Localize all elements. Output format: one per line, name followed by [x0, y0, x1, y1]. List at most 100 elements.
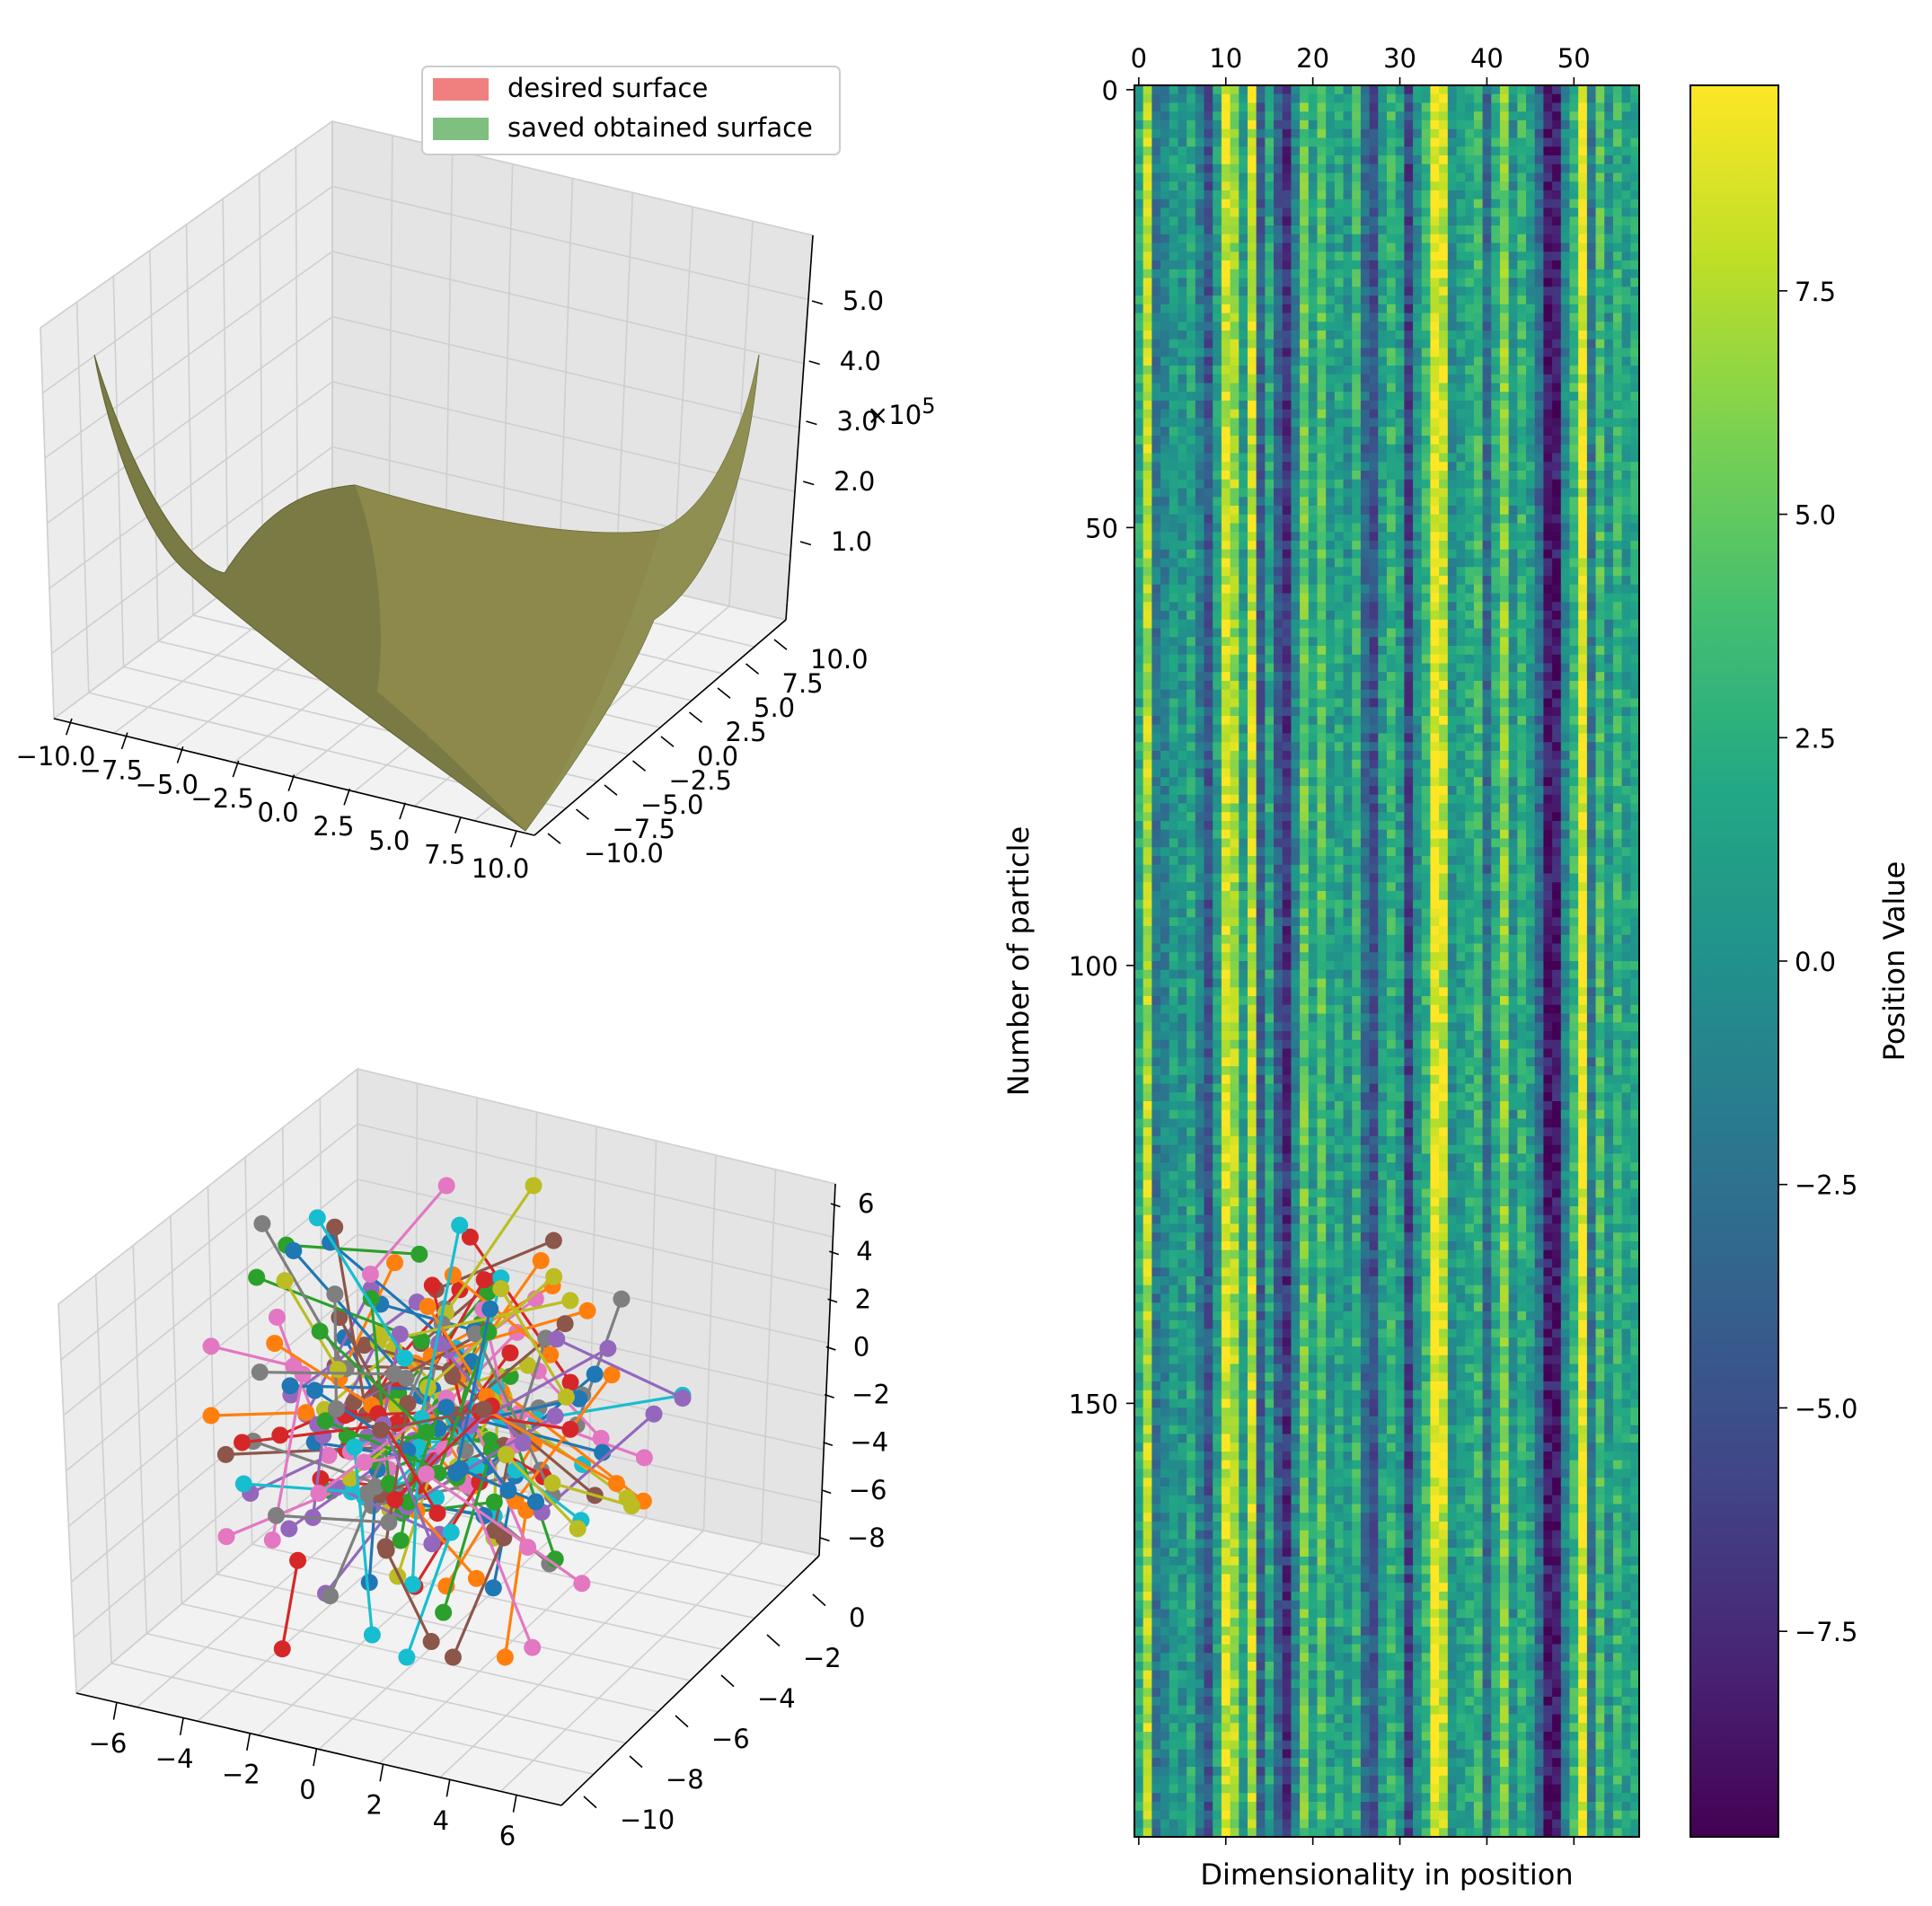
heatmap-cell: [1612, 541, 1623, 551]
heatmap-cell: [1413, 401, 1423, 410]
heatmap-cell: [1508, 409, 1518, 419]
heatmap-cell: [1534, 549, 1545, 560]
heatmap-cell: [1239, 462, 1248, 472]
heatmap-cell: [1604, 497, 1614, 507]
heatmap-cell: [1447, 243, 1458, 252]
heatmap-cell: [1482, 444, 1492, 454]
heatmap-cell: [1465, 128, 1475, 139]
heatmap-cell: [1604, 172, 1614, 182]
heatmap-cell: [1326, 366, 1336, 375]
heatmap-cell: [1308, 418, 1319, 428]
heatmap-cell: [1256, 471, 1266, 481]
heatmap-cell: [1421, 681, 1432, 691]
heatmap-cell: [1499, 558, 1510, 568]
heatmap-cell: [1239, 436, 1248, 446]
heatmap-cell: [1300, 155, 1310, 165]
heatmap-cell: [1517, 85, 1527, 95]
heatmap-cell: [1612, 313, 1623, 322]
heatmap-cell: [1560, 584, 1571, 595]
heatmap-cell: [1569, 401, 1579, 410]
heatmap-cell: [1317, 172, 1327, 182]
heatmap-cell: [1612, 681, 1623, 691]
heatmap-cell: [1247, 190, 1257, 200]
heatmap-cell: [1204, 506, 1213, 516]
heatmap-cell: [1239, 278, 1248, 287]
heatmap-cell: [1134, 392, 1144, 401]
heatmap-cell: [1517, 155, 1527, 165]
heatmap-cell: [1612, 93, 1623, 104]
heatmap-cell: [1300, 663, 1310, 673]
heatmap-cell: [1239, 654, 1248, 665]
heatmap-cell: [1343, 506, 1353, 516]
heatmap-cell: [1482, 619, 1492, 630]
heatmap-cell: [1213, 707, 1222, 717]
heatmap-cell: [1439, 576, 1449, 586]
heatmap-cell: [1230, 409, 1239, 419]
heatmap-cell: [1499, 453, 1510, 463]
heatmap-cell: [1213, 93, 1222, 104]
heatmap-cell: [1387, 278, 1397, 287]
heatmap-cell: [1387, 497, 1397, 507]
heatmap-cell: [1334, 401, 1345, 410]
heatmap-cell: [1142, 207, 1152, 217]
heatmap-cell: [1160, 93, 1170, 104]
heatmap-cell: [1239, 287, 1248, 296]
heatmap-cell: [1421, 172, 1432, 182]
heatmap-cell: [1439, 523, 1449, 533]
heatmap-cell: [1213, 199, 1222, 209]
heatmap-cell: [1247, 260, 1257, 270]
heatmap-cell: [1213, 619, 1222, 630]
heatmap-cell: [1360, 102, 1371, 112]
heatmap-cell: [1317, 102, 1327, 112]
heatmap-cell: [1256, 628, 1266, 638]
heatmap-cell: [1413, 707, 1423, 717]
heatmap-cell: [1404, 120, 1414, 130]
heatmap-cell: [1360, 146, 1371, 156]
heatmap-cell: [1499, 269, 1510, 279]
heatmap-cell: [1569, 567, 1579, 577]
heatmap-cell: [1395, 672, 1405, 682]
heatmap-cell: [1439, 383, 1449, 393]
heatmap-cell: [1439, 453, 1449, 463]
heatmap-cell: [1378, 541, 1388, 551]
heatmap-cell: [1247, 611, 1257, 621]
heatmap-cell: [1456, 619, 1466, 630]
heatmap-cell: [1439, 85, 1449, 95]
heatmap-cell: [1387, 689, 1397, 700]
heatmap-cell: [1395, 646, 1405, 656]
heatmap-cell: [1465, 436, 1475, 446]
heatmap-cell: [1569, 444, 1579, 454]
heatmap-cell: [1491, 181, 1501, 191]
heatmap-cell: [1317, 392, 1327, 401]
heatmap-cell: [1151, 593, 1161, 603]
heatmap-cell: [1151, 506, 1161, 516]
heatmap-cell: [1369, 383, 1379, 393]
heatmap-cell: [1586, 532, 1597, 542]
heatmap-cell: [1169, 251, 1179, 261]
heatmap-cell: [1604, 190, 1614, 200]
heatmap-cell: [1300, 576, 1310, 586]
heatmap-cell: [1265, 409, 1275, 419]
heatmap-cell: [1317, 374, 1327, 384]
heatmap-cell: [1604, 181, 1614, 191]
heatmap-cell: [1378, 357, 1388, 366]
heatmap-cell: [1586, 672, 1597, 682]
heatmap-cell: [1142, 278, 1152, 287]
heatmap-cell: [1447, 611, 1458, 621]
heatmap-cell: [1595, 401, 1605, 410]
heatmap-cell: [1447, 523, 1458, 533]
heatmap-cell: [1369, 93, 1379, 104]
heatmap-cell: [1221, 558, 1231, 568]
heatmap-cell: [1369, 296, 1379, 305]
heatmap-cell: [1343, 514, 1353, 525]
heatmap-cell: [1569, 216, 1579, 226]
heatmap-cell: [1326, 172, 1336, 182]
heatmap-cell: [1421, 593, 1432, 603]
heatmap-cell: [1560, 155, 1571, 165]
heatmap-cell: [1569, 663, 1579, 673]
heatmap-cell: [1195, 383, 1205, 393]
heatmap-cell: [1326, 260, 1336, 270]
heatmap-cell: [1604, 216, 1614, 226]
heatmap-cell: [1465, 471, 1475, 481]
